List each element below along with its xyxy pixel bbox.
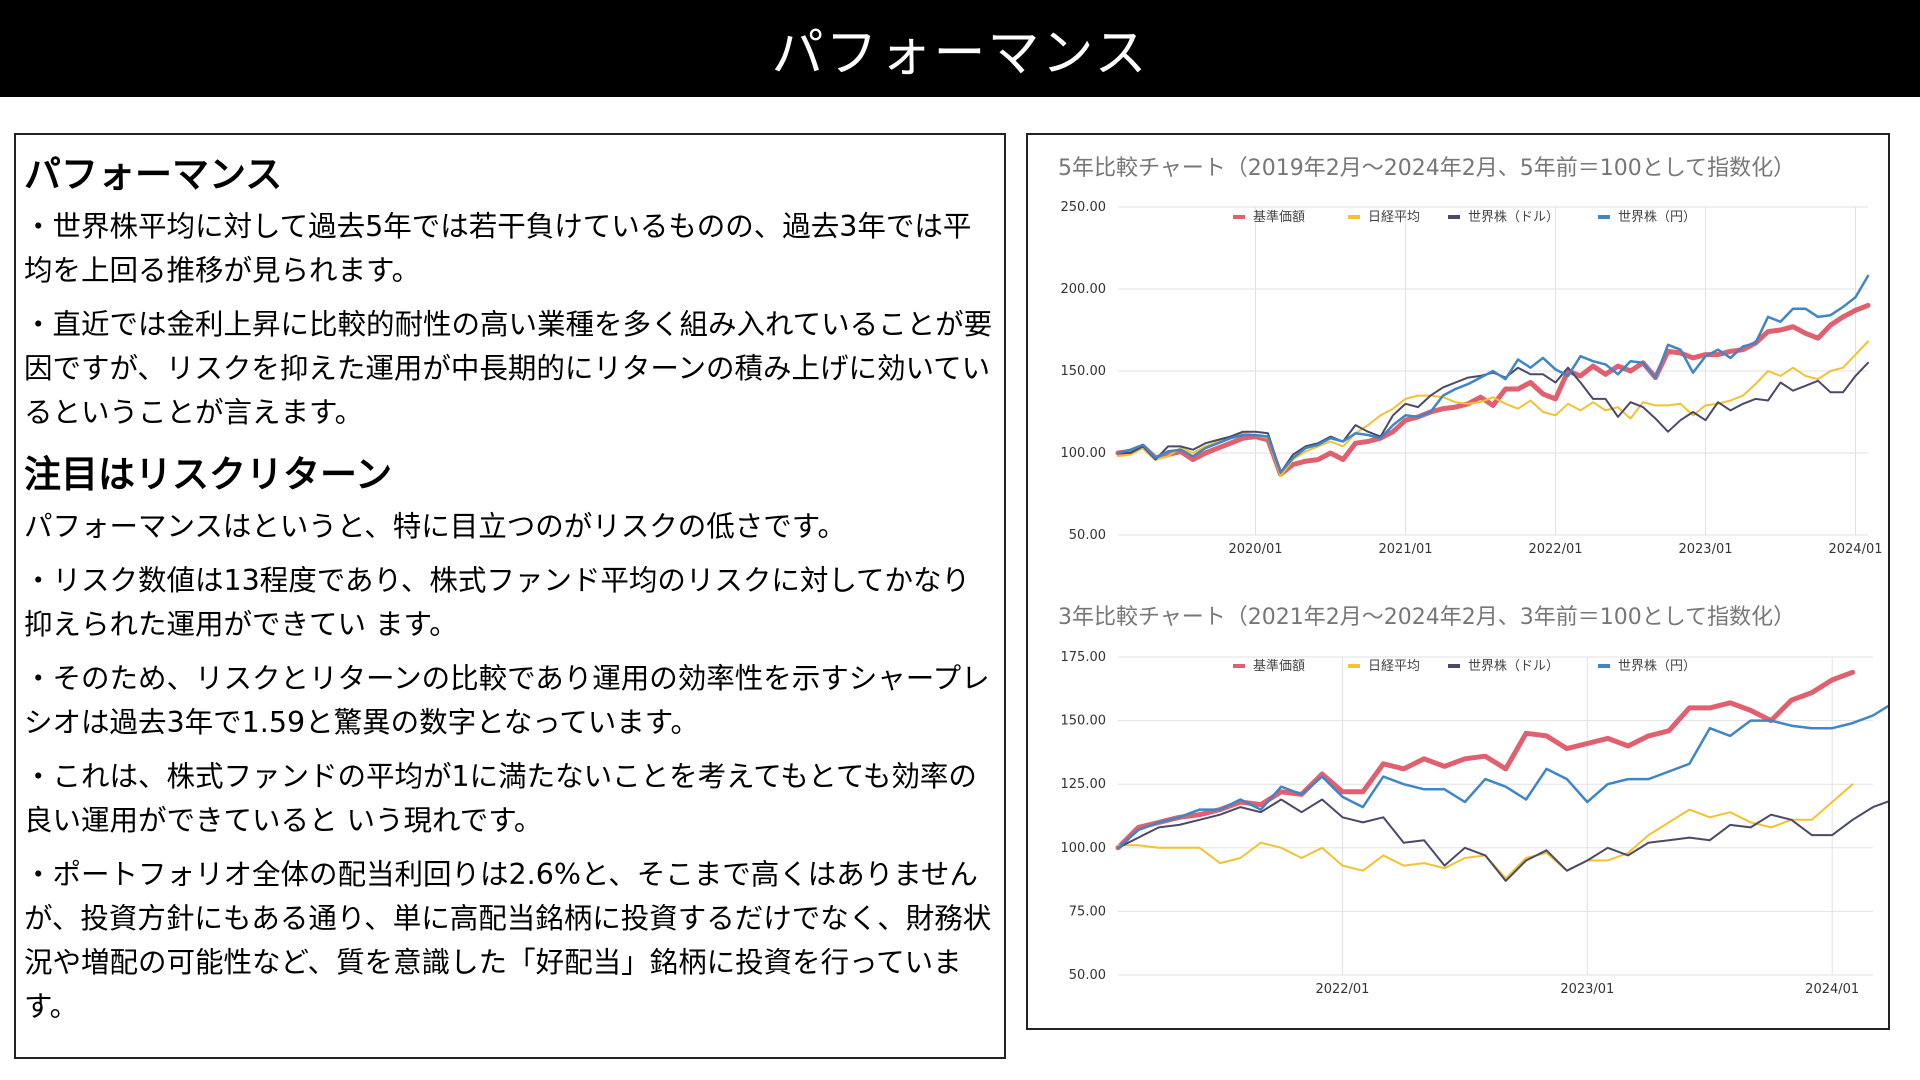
paragraph-6: ・これは、株式ファンドの平均が1に満たないことを考えてもとても効率の良い運用がで…	[24, 760, 977, 837]
chart-3-year: 3年比較チャート（2021年2月〜2024年2月、3年前＝100として指数化） 5…	[1058, 605, 1888, 997]
paragraph-3: パフォーマンスはというと、特に目立つのがリスクの低さです。	[24, 510, 846, 543]
paragraph-1: ・世界株平均に対して過去5年では若干負けているものの、過去3年では平均を上回る推…	[24, 210, 972, 287]
legend-swatch	[1598, 215, 1610, 219]
legend-swatch	[1448, 215, 1460, 219]
legend-label: 基準価額	[1253, 209, 1305, 225]
chart-title: 5年比較チャート（2019年2月〜2024年2月、5年前＝100として指数化）	[1058, 156, 1795, 181]
charts-panel: 5年比較チャート（2019年2月〜2024年2月、5年前＝100として指数化） 5…	[1026, 133, 1890, 1030]
series-line-0	[1115, 669, 1856, 851]
x-tick-label: 2024/01	[1805, 982, 1859, 997]
legend-label: 世界株（ドル）	[1468, 210, 1559, 225]
x-tick-label: 2022/01	[1528, 542, 1582, 557]
legend-swatch	[1233, 215, 1245, 219]
series-line-2	[1117, 798, 1888, 882]
series-line-3	[1116, 274, 1870, 474]
y-tick-label: 250.00	[1061, 200, 1107, 215]
legend-swatch	[1348, 664, 1360, 668]
legend-label: 基準価額	[1253, 658, 1305, 674]
x-tick-label: 2022/01	[1315, 982, 1369, 997]
section-heading-risk-return: 注目はリスクリターン	[24, 453, 393, 496]
x-tick-label: 2020/01	[1228, 542, 1282, 557]
paragraph-4: ・リスク数値は13程度であり、株式ファンド平均のリスクに対してかなり抑えられた運…	[24, 564, 970, 641]
y-tick-label: 125.00	[1061, 777, 1107, 792]
y-tick-label: 200.00	[1061, 282, 1107, 297]
page-header: パフォーマンス	[0, 0, 1920, 97]
y-tick-label: 175.00	[1061, 650, 1107, 665]
page-title: パフォーマンス	[771, 24, 1149, 84]
y-tick-label: 50.00	[1069, 528, 1106, 543]
series-line-0	[1115, 302, 1871, 477]
x-tick-label: 2021/01	[1378, 542, 1432, 557]
y-tick-label: 150.00	[1061, 364, 1107, 379]
x-tick-label: 2024/01	[1828, 542, 1882, 557]
legend-label: 日経平均	[1368, 210, 1420, 225]
series-line-1	[1117, 783, 1854, 880]
legend-swatch	[1448, 664, 1460, 668]
chart-5-year: 5年比較チャート（2019年2月〜2024年2月、5年前＝100として指数化） 5…	[1058, 156, 1883, 557]
legend-swatch	[1233, 664, 1245, 668]
chart-title: 3年比較チャート（2021年2月〜2024年2月、3年前＝100として指数化）	[1058, 605, 1795, 630]
series-line-1	[1117, 340, 1869, 477]
series-line-2	[1117, 361, 1869, 474]
paragraph-5: ・そのため、リスクとリターンの比較であり運用の効率性を示すシャープレシオは過去3…	[24, 662, 990, 739]
paragraph-7: ・ポートフォリオ全体の配当利回りは2.6%と、そこまで高くはありませんが、投資方…	[24, 858, 992, 1023]
description-panel: パフォーマンス ・世界株平均に対して過去5年では若干負けているものの、過去3年で…	[14, 133, 1006, 1059]
y-tick-label: 100.00	[1061, 446, 1107, 461]
section-heading-performance: パフォーマンス	[24, 153, 283, 196]
legend-label: 世界株（円）	[1618, 210, 1696, 225]
legend-swatch	[1348, 215, 1360, 219]
y-tick-label: 150.00	[1061, 714, 1107, 729]
y-tick-label: 75.00	[1069, 904, 1106, 919]
paragraph-2: ・直近では金利上昇に比較的耐性の高い業種を多く組み入れていることが要因ですが、リ…	[24, 308, 993, 429]
legend-label: 世界株（円）	[1618, 659, 1696, 674]
legend-label: 日経平均	[1368, 659, 1420, 674]
x-tick-label: 2023/01	[1678, 542, 1732, 557]
y-tick-label: 50.00	[1069, 968, 1106, 983]
x-tick-label: 2023/01	[1560, 982, 1614, 997]
series-line-3	[1116, 704, 1888, 850]
legend-swatch	[1598, 664, 1610, 668]
y-tick-label: 100.00	[1061, 841, 1107, 856]
legend-label: 世界株（ドル）	[1468, 659, 1559, 674]
